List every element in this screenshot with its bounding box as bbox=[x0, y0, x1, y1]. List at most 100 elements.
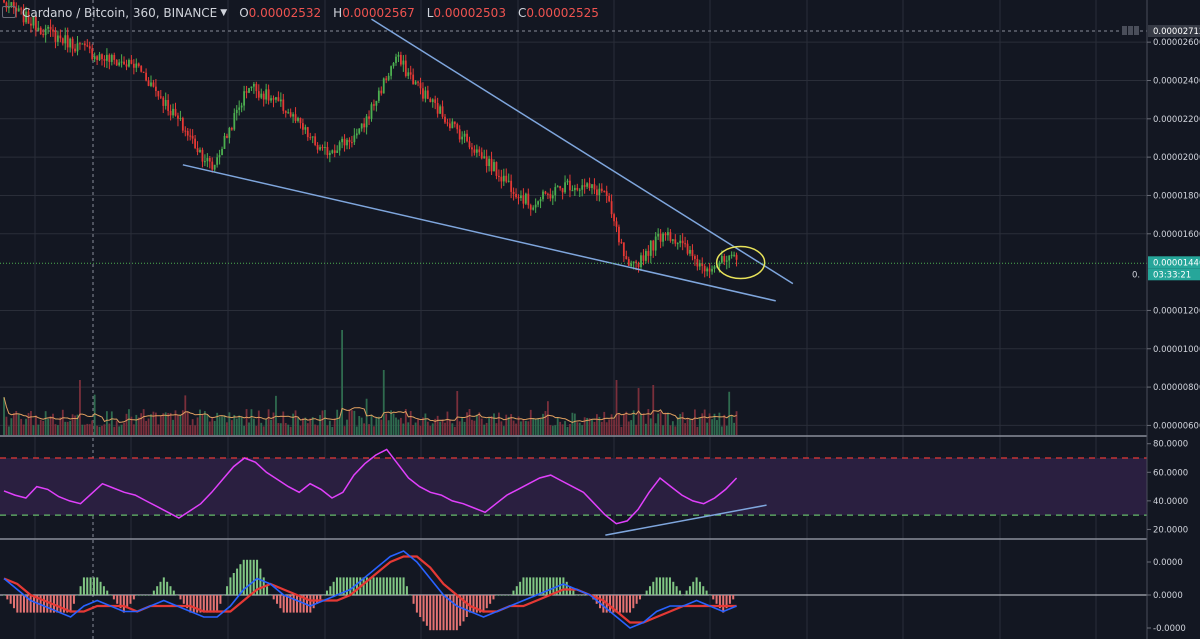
candle-body bbox=[686, 243, 689, 254]
candle-body bbox=[304, 127, 307, 130]
macd-histogram-bar bbox=[146, 595, 149, 596]
volume-bar bbox=[37, 424, 40, 435]
volume-bar bbox=[598, 416, 601, 435]
volume-bar bbox=[375, 417, 378, 435]
volume-bar bbox=[463, 421, 466, 435]
candle-body bbox=[132, 63, 135, 68]
candle-body bbox=[44, 28, 47, 36]
candle-body bbox=[635, 261, 637, 264]
volume-bar bbox=[662, 425, 664, 435]
candle-body bbox=[591, 184, 593, 189]
macd-histogram-bar bbox=[715, 595, 718, 604]
candle-body bbox=[226, 135, 228, 138]
volume-bar bbox=[69, 420, 72, 435]
volume-bar bbox=[419, 425, 422, 435]
macd-histogram-bar bbox=[505, 595, 508, 596]
volume-bar bbox=[223, 415, 226, 435]
volume-bar bbox=[510, 414, 513, 435]
macd-histogram-bar bbox=[612, 595, 615, 613]
candle-body bbox=[392, 62, 395, 67]
volume-bar bbox=[289, 426, 292, 435]
macd-histogram-bar bbox=[269, 595, 272, 596]
candle-body bbox=[142, 71, 145, 73]
volume-bar bbox=[485, 422, 488, 435]
macd-tick-label: 0.0000 bbox=[1153, 558, 1183, 568]
candle-body bbox=[431, 99, 434, 103]
macd-histogram-bar bbox=[519, 581, 522, 595]
candle-body bbox=[353, 135, 356, 143]
volume-bar bbox=[559, 421, 562, 435]
candle-body bbox=[299, 117, 302, 124]
volume-bar bbox=[181, 410, 184, 435]
candle-body bbox=[618, 226, 620, 243]
volume-bar bbox=[199, 409, 201, 435]
macd-histogram-bar bbox=[229, 577, 232, 595]
candle-body bbox=[277, 97, 280, 102]
volume-bar bbox=[221, 416, 223, 435]
candle-body bbox=[720, 256, 723, 263]
candle-body bbox=[444, 116, 446, 123]
volume-ma-line bbox=[3, 397, 737, 424]
candle-body bbox=[223, 135, 226, 149]
candle-body bbox=[637, 263, 640, 268]
volume-bar bbox=[686, 418, 689, 435]
macd-histogram-bar bbox=[695, 577, 698, 595]
volume-bar bbox=[228, 412, 231, 435]
volume-bar bbox=[547, 401, 549, 435]
macd-histogram-bar bbox=[329, 586, 332, 595]
macd-histogram-bar bbox=[292, 595, 295, 613]
volume-bar bbox=[544, 411, 547, 435]
macd-histogram-bar bbox=[136, 595, 139, 596]
candle-body bbox=[57, 35, 59, 42]
volume-bar bbox=[490, 416, 493, 435]
volume-bar bbox=[61, 409, 64, 435]
candle-body bbox=[8, 6, 10, 9]
candle-body bbox=[79, 43, 81, 45]
volume-bar bbox=[336, 409, 339, 435]
candle-body bbox=[311, 136, 314, 138]
candle-body bbox=[412, 74, 415, 85]
macd-histogram-bar bbox=[249, 559, 252, 595]
volume-bar bbox=[57, 425, 59, 435]
candle-body bbox=[466, 133, 468, 142]
macd-histogram-bar bbox=[489, 595, 492, 604]
macd-histogram-bar bbox=[512, 590, 515, 595]
price-tick-label: 0.00001600 bbox=[1153, 230, 1200, 240]
volume-bar bbox=[27, 412, 30, 435]
volume-bar bbox=[608, 419, 611, 435]
volume-bar bbox=[174, 410, 177, 435]
macd-histogram-bar bbox=[309, 595, 312, 613]
macd-histogram-bar bbox=[429, 595, 432, 631]
volume-bar bbox=[123, 422, 125, 435]
macd-histogram-bar bbox=[252, 559, 255, 595]
volume-bar bbox=[245, 409, 248, 435]
candle-body bbox=[573, 187, 576, 191]
volume-bar bbox=[422, 417, 424, 435]
macd-histogram-bar bbox=[109, 595, 112, 596]
candle-body bbox=[483, 156, 486, 159]
macd-histogram-bar bbox=[579, 595, 582, 596]
chevron-down-icon[interactable]: ▼ bbox=[220, 8, 228, 18]
volume-bar bbox=[333, 418, 336, 435]
bars-icon[interactable] bbox=[1122, 20, 1142, 35]
candle-body bbox=[326, 147, 329, 156]
macd-histogram-bar bbox=[339, 577, 342, 595]
macd-histogram-bar bbox=[226, 586, 229, 595]
macd-histogram-bar bbox=[332, 581, 335, 595]
volume-bar bbox=[392, 413, 395, 435]
volume-bar bbox=[382, 370, 385, 435]
macd-histogram-bar bbox=[635, 595, 638, 604]
candle-body bbox=[696, 258, 699, 267]
macd-histogram-bar bbox=[139, 595, 142, 596]
close-label: C bbox=[517, 6, 527, 20]
symbol-title[interactable]: Cardano / Bitcoin, 360, BINANCE bbox=[22, 6, 218, 20]
candle-body bbox=[316, 144, 319, 150]
candle-body bbox=[377, 90, 380, 101]
volume-bar bbox=[101, 425, 103, 435]
macd-histogram-bar bbox=[196, 595, 199, 613]
macd-histogram-bar bbox=[189, 595, 192, 613]
candle-body bbox=[363, 123, 366, 128]
macd-histogram-bar bbox=[32, 595, 35, 613]
candle-body bbox=[150, 82, 152, 86]
